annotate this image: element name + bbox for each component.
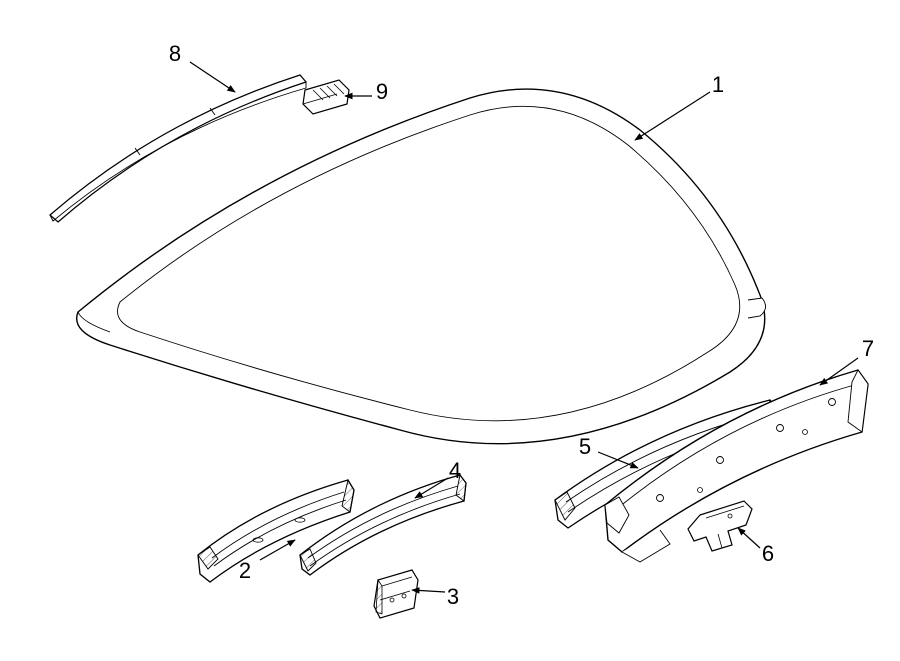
part-front-header — [198, 480, 354, 582]
part-rear-bracket — [688, 501, 752, 551]
callout-label-rear-bracket: 6 — [762, 541, 774, 566]
part-molding-clip — [303, 80, 349, 114]
callout-label-center-bow: 4 — [449, 458, 461, 483]
callout-label-rear-header: 7 — [862, 336, 874, 361]
leader-line — [635, 92, 710, 140]
callout-label-roof-panel: 1 — [712, 72, 724, 97]
callout-label-rear-bow: 5 — [579, 434, 591, 459]
part-roof-panel — [77, 89, 766, 444]
callout-label-center-bracket: 3 — [447, 584, 459, 609]
parts-diagram: 1 2 3 4 5 6 7 8 9 — [0, 0, 900, 661]
callout-label-drip-molding: 8 — [169, 41, 181, 66]
leader-line — [738, 528, 760, 548]
callout-label-front-header: 2 — [239, 558, 251, 583]
callout-label-molding-clip: 9 — [376, 79, 388, 104]
leader-line — [190, 62, 235, 92]
part-center-bracket — [374, 570, 418, 618]
